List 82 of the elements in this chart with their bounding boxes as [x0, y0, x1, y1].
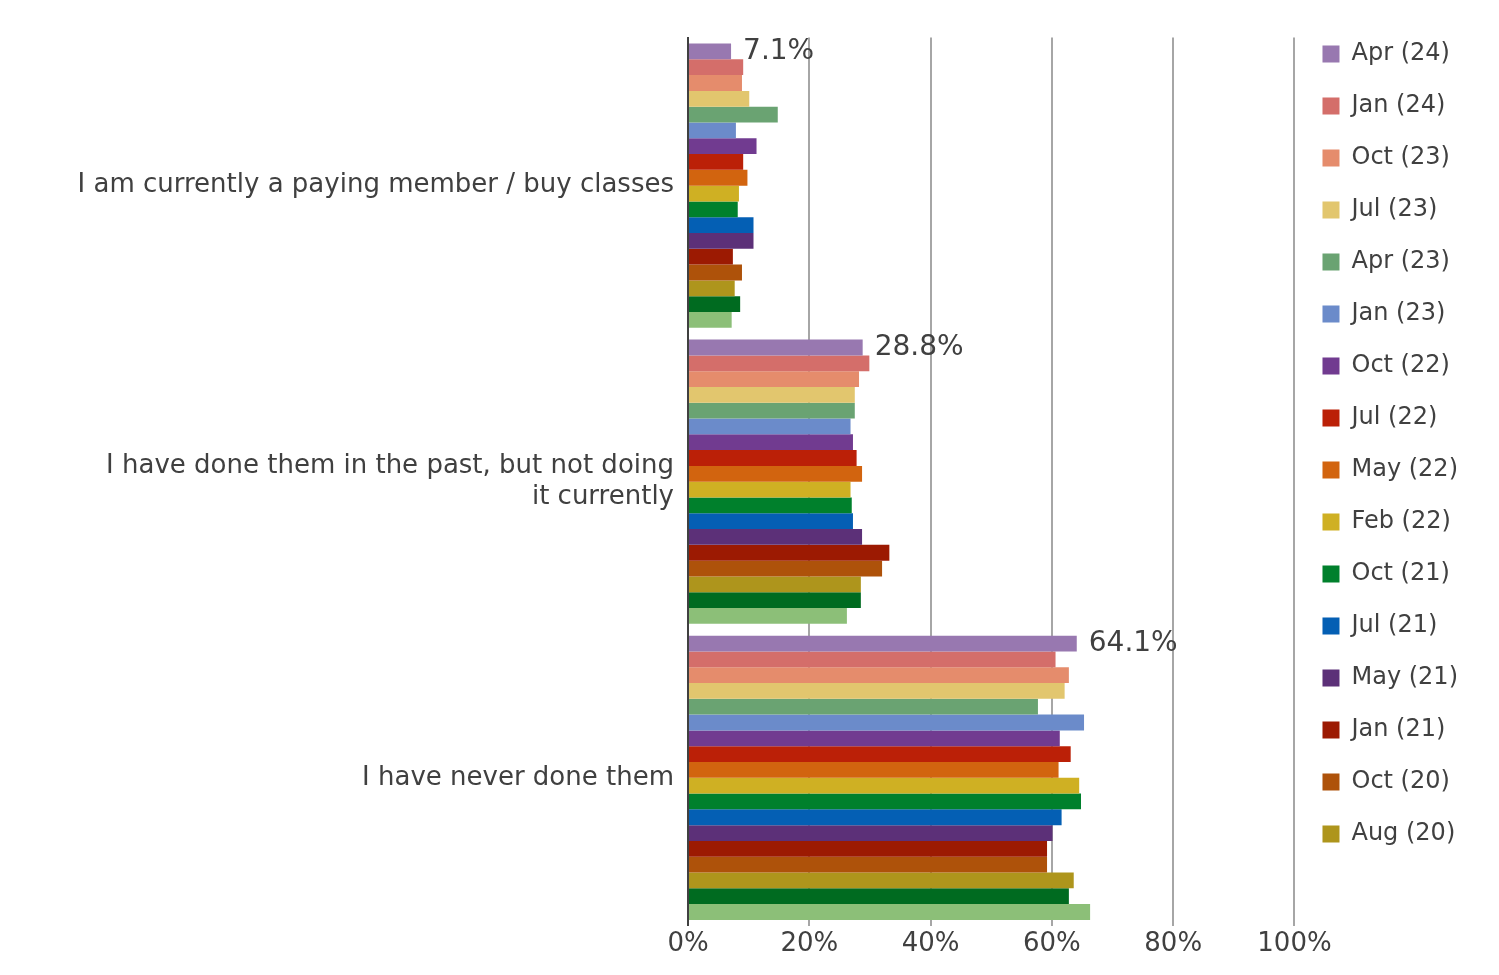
legend-label: Jul (23) [1349, 194, 1438, 223]
legend-label: Apr (23) [1351, 246, 1450, 275]
bar [689, 339, 863, 356]
x-tick-label: 100% [1257, 927, 1332, 958]
bar [689, 386, 855, 403]
bar [689, 809, 1062, 826]
data-label: 64.1% [1088, 624, 1178, 658]
bar [689, 497, 852, 514]
legend-label: Oct (23) [1351, 142, 1450, 171]
bar [689, 450, 857, 466]
legend-label: Oct (22) [1351, 350, 1450, 379]
bar [689, 371, 860, 387]
legend-label: Jan (23) [1349, 298, 1446, 327]
bar [689, 576, 861, 593]
bar [689, 233, 754, 249]
bar [689, 513, 853, 530]
bar [689, 169, 748, 186]
bar [689, 667, 1069, 684]
x-tick-label: 80% [1144, 927, 1203, 958]
x-tick-label: 20% [780, 927, 839, 958]
bar [689, 217, 754, 233]
bar [689, 402, 855, 419]
bar [689, 872, 1074, 889]
bar [689, 529, 863, 545]
bar [689, 481, 851, 498]
bar [689, 264, 742, 281]
bar [689, 651, 1056, 668]
legend-label: Oct (20) [1351, 766, 1450, 795]
legend-label: Jul (22) [1349, 402, 1438, 431]
bar [689, 201, 738, 218]
bar [689, 793, 1081, 810]
bar [689, 825, 1053, 841]
bar [689, 248, 733, 265]
bar [689, 840, 1048, 857]
bar [689, 592, 861, 609]
bar [689, 714, 1085, 731]
bar [689, 296, 741, 312]
bar [689, 777, 1080, 794]
bar [689, 761, 1059, 778]
bar [689, 43, 732, 60]
bar [689, 856, 1048, 873]
bar [689, 355, 870, 372]
bar [689, 730, 1060, 747]
bar [689, 608, 847, 624]
legend-label: May (21) [1351, 662, 1458, 691]
bar [689, 434, 853, 451]
bar [689, 888, 1069, 905]
bar [689, 185, 739, 202]
bar [689, 904, 1091, 920]
bar [689, 560, 883, 577]
bar [689, 544, 890, 561]
bar [689, 106, 778, 123]
data-label: 28.8% [874, 328, 964, 362]
bar [689, 683, 1065, 699]
bar [689, 418, 851, 435]
bar [689, 311, 732, 328]
bar [689, 138, 757, 155]
legend-label: May (22) [1351, 454, 1458, 483]
y-tick-label: I have never done them [362, 760, 674, 791]
bar [689, 465, 863, 482]
legend-label: Jan (21) [1349, 714, 1446, 743]
legend-label: Feb (22) [1351, 506, 1451, 535]
x-tick-label: 60% [1022, 927, 1081, 958]
bar [689, 90, 750, 107]
bar [689, 635, 1077, 652]
y-tick-label: I have done them in the past, but not doing it currently [106, 448, 674, 511]
bar [689, 154, 744, 170]
legend-label: Oct (21) [1351, 558, 1450, 587]
bar [689, 75, 742, 91]
data-label: 7.1% [743, 32, 815, 66]
bar [689, 280, 735, 297]
y-tick-label: I am currently a paying member / buy classes [77, 168, 674, 199]
legend-label: Apr (24) [1351, 38, 1450, 67]
bar [689, 746, 1071, 762]
legend-label: Jul (21) [1349, 610, 1438, 639]
x-tick-label: 40% [901, 927, 960, 958]
legend-label: Jan (24) [1349, 90, 1446, 119]
legend-label: Aug (20) [1351, 818, 1456, 847]
x-tick-label: 0% [667, 927, 709, 958]
bar [689, 698, 1038, 715]
bar [689, 59, 744, 76]
bar [689, 122, 736, 139]
